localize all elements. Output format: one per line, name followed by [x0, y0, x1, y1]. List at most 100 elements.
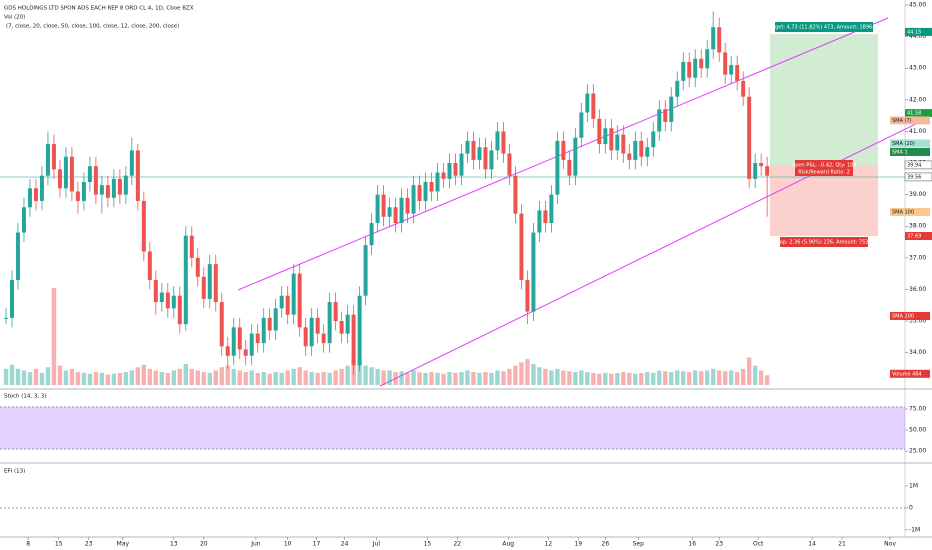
volume-bar — [597, 373, 602, 385]
volume-bar — [9, 364, 15, 385]
volume-bar — [3, 368, 9, 385]
candle-body — [417, 185, 422, 201]
volume-bar — [93, 372, 99, 385]
open-label: Open P&L: -0.42, Qty: 105 — [791, 163, 856, 169]
volume-bar — [33, 368, 39, 385]
price-label-bg — [905, 232, 932, 241]
candle-body — [357, 295, 362, 366]
volume-bar — [159, 372, 165, 385]
volume-bar — [657, 370, 662, 385]
volume-bar — [309, 372, 314, 385]
x-tick-label: 17 — [313, 541, 321, 548]
volume-bar — [111, 373, 117, 385]
volume-bar — [267, 373, 272, 385]
volume-bar — [579, 370, 584, 385]
volume-bar — [675, 370, 680, 385]
target-zone — [770, 34, 878, 165]
candle-body — [495, 131, 500, 151]
candle-body — [759, 163, 764, 167]
volume-bar — [225, 365, 230, 385]
candle-body — [75, 191, 80, 201]
candle-body — [189, 235, 194, 258]
candle-body — [729, 65, 734, 75]
candle-body — [567, 159, 572, 176]
candle-body — [531, 232, 536, 312]
candle-body — [99, 185, 104, 195]
volume-bar — [513, 365, 518, 385]
candle-body — [381, 194, 386, 217]
candle-body — [351, 314, 356, 366]
target-label: Target: 4.73 (11.82%) 473, Amount: 1896.… — [767, 25, 880, 31]
candle-body — [741, 80, 746, 97]
volume-bar — [183, 363, 188, 385]
candle-body — [159, 292, 164, 303]
volume-bar — [495, 370, 500, 385]
candle-body — [453, 163, 458, 176]
candle-body — [231, 327, 236, 356]
candle-body — [141, 200, 146, 252]
candle-body — [21, 207, 26, 233]
candle-body — [681, 61, 686, 81]
x-tick-label: 23 — [715, 541, 723, 548]
volume-bar — [764, 375, 770, 385]
volume-bar — [429, 372, 434, 385]
volume-bar — [740, 368, 746, 385]
x-tick-label: 21 — [838, 541, 846, 548]
volume-bar — [639, 372, 644, 385]
candle-body — [273, 308, 278, 331]
candle-body — [243, 349, 248, 356]
candle-body — [753, 163, 758, 179]
volume-bar — [465, 370, 470, 385]
candle-body — [165, 292, 170, 309]
volume-bar — [45, 367, 51, 385]
volume-bar — [722, 371, 728, 385]
volume-bar — [746, 357, 752, 385]
volume-bar — [501, 371, 506, 385]
volume-bar — [453, 372, 458, 385]
candle-body — [147, 251, 152, 280]
volume-bar — [69, 368, 75, 385]
candle-body — [207, 264, 212, 299]
x-tick-label: 20 — [200, 541, 208, 548]
candle-body — [339, 321, 344, 334]
candle-body — [645, 147, 650, 157]
candle-body — [639, 140, 644, 157]
efi-tick-label: 0 — [909, 504, 913, 511]
volume-bar — [345, 365, 350, 385]
volume-bar — [207, 372, 212, 385]
volume-bar — [405, 372, 410, 385]
candle-body — [621, 134, 626, 154]
volume-bar — [15, 368, 21, 385]
candle-body — [279, 295, 284, 309]
candle-body — [33, 188, 38, 201]
candle-body — [81, 181, 86, 201]
volume-bar — [123, 372, 129, 385]
candle-body — [513, 175, 518, 214]
volume-bar — [627, 372, 632, 385]
volume-bar — [303, 370, 308, 385]
volume-bar — [141, 364, 147, 385]
candle-body — [705, 49, 710, 69]
volume-bar — [447, 372, 452, 385]
y-tick-label: 39.00 — [909, 191, 926, 198]
candle-body — [135, 150, 140, 201]
candle-body — [507, 153, 512, 176]
volume-bar — [705, 370, 710, 385]
volume-bar — [543, 368, 548, 385]
candle-body — [765, 166, 770, 176]
volume-bar — [219, 367, 224, 385]
volume-bar — [21, 370, 27, 385]
volume-bar — [75, 372, 81, 385]
volume-bar — [315, 372, 320, 385]
candle-body — [303, 327, 308, 347]
candle-body — [45, 144, 50, 176]
price-label: Volume 464 — [892, 371, 922, 377]
candle-body — [117, 178, 122, 195]
open-label-bg — [795, 160, 853, 176]
candle-body — [69, 156, 74, 192]
volume-bar — [591, 372, 596, 385]
candle-body — [105, 185, 110, 198]
volume-bar — [27, 372, 33, 385]
y-tick-label: 35.00 — [909, 318, 926, 325]
